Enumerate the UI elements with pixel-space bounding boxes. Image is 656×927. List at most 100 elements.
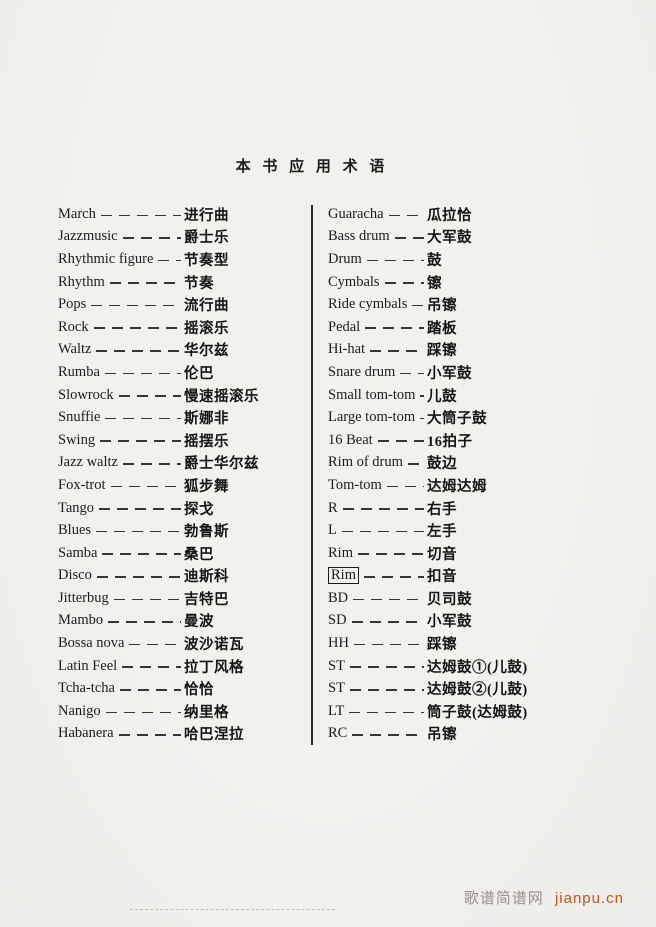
glossary-column-left: March 进行曲 Jazzmusic 爵士乐 Rhythmic figure 节奏型 Rh… [58,203,311,745]
term-english: Samba [58,544,98,561]
dash-leader-line [96,350,181,352]
term-chinese: 狐步舞 [184,478,229,495]
term-english: Tcha-tcha [58,680,115,697]
dash-leader-line [96,530,181,533]
term-en-wrap: Nanigo [58,703,184,720]
dash-leader-line [370,350,424,352]
term-en-wrap: Rhythmic figure [58,251,184,268]
glossary-row: Mambo 曼波 [58,610,311,633]
dash-leader-line [96,576,181,578]
page-title: 本 书 应 用 术 语 [235,159,389,175]
column-divider-rule [311,205,313,746]
dash-leader-line [105,417,181,420]
term-english: 16 Beat [328,431,373,448]
glossary-row: Large tom-tom 大筒子鼓 [328,406,630,429]
term-english: SD [328,612,347,629]
term-english: Tom-tom [328,476,382,493]
dash-leader-line [394,237,424,239]
dash-leader-line [377,440,424,443]
term-english: Tango [58,499,95,516]
dash-leader-line [365,327,424,330]
term-english: LT [328,702,345,719]
term-chinese: 哈巴涅拉 [184,727,244,744]
dash-leader-line [99,508,181,510]
glossary-row: Rim of drum 鼓边 [328,452,630,475]
term-chinese: 曼波 [184,614,214,631]
term-en-wrap: Snare drum [328,364,427,381]
glossary-row: R 右手 [328,497,630,520]
term-chinese: 大军鼓 [427,230,472,247]
term-english: Rock [58,318,89,335]
term-chinese: 爵士华尔兹 [184,456,259,473]
dash-leader-line [108,621,181,623]
glossary-row: Slowrock 慢速摇滚乐 [58,384,311,407]
term-en-wrap: Pedal [328,319,427,336]
dash-leader-line [412,304,424,307]
glossary-row: Bass drum 大军鼓 [328,226,630,249]
term-english: Slowrock [58,386,114,403]
glossary-row: Samba 桑巴 [58,542,311,565]
dash-leader-line [384,282,424,284]
glossary-row: 16 Beat 16拍子 [328,429,630,452]
watermark-site-url: jianpu.cn [554,890,624,907]
term-en-wrap: Disco [58,567,184,584]
glossary-row: Jazzmusic 爵士乐 [58,226,311,249]
glossary-row: Small tom-tom 儿鼓 [328,384,630,407]
term-chinese: 摇摆乐 [184,433,229,450]
term-en-wrap: Samba [58,545,184,562]
term-en-wrap: Rim of drum [328,454,427,471]
term-en-wrap: Tcha-tcha [58,680,184,697]
term-chinese: 波沙诺瓦 [184,637,244,654]
term-en-wrap: Swing [58,432,184,449]
glossary-row: L 左手 [328,519,630,542]
term-en-wrap: Rock [58,319,184,336]
term-english: Cymbals [328,273,380,290]
term-chinese: 慢速摇滚乐 [184,388,259,405]
term-english: ST [328,657,345,674]
glossary-row: Habanera 哈巴涅拉 [58,723,311,746]
glossary-row: Guaracha 瓜拉恰 [328,203,630,226]
glossary-row: Waltz 华尔兹 [58,339,311,362]
term-english: Snuffie [58,409,101,426]
term-english: Drum [328,250,362,267]
glossary-row: Rock 摇滚乐 [58,316,311,339]
term-en-wrap: Habanera [58,725,184,742]
term-english: HH [328,635,349,652]
dash-leader-line [420,395,425,397]
dash-leader-line [388,214,424,217]
term-en-wrap: Jazzmusic [58,228,184,245]
term-en-wrap: Mambo [58,612,184,629]
glossary-row: Ride cymbals 吊镲 [328,293,630,316]
term-en-wrap: Rim [328,567,427,585]
dash-leader-line [407,463,424,465]
dash-leader-line [341,530,424,533]
term-chinese: 迪斯科 [184,569,229,586]
term-english: Waltz [58,341,92,358]
dash-leader-line [119,688,181,691]
dash-leader-line [100,440,181,443]
term-en-wrap: Bossa nova [58,635,184,652]
dash-leader-line [100,214,181,217]
glossary-row: Disco 迪斯科 [58,565,311,588]
dash-leader-line [129,643,181,646]
glossary-row: Drum 鼓 [328,248,630,271]
glossary-row: Swing 摇摆乐 [58,429,311,452]
term-en-wrap: Ride cymbals [328,296,427,313]
glossary-row: Nanigo 纳里格 [58,700,311,723]
term-chinese: 16拍子 [427,433,473,450]
glossary-row: March 进行曲 [58,203,311,226]
term-chinese: 华尔兹 [184,343,229,360]
term-english: Hi-hat [328,341,366,358]
term-chinese: 吊镲 [427,727,457,744]
term-english: Habanera [58,725,114,742]
term-en-wrap: Latin Feel [58,658,184,675]
term-en-wrap: Snuffie [58,409,184,426]
term-english: Bass drum [328,228,390,245]
glossary-row: Fox-trot 狐步舞 [58,474,311,497]
glossary-row: Snuffie 斯娜非 [58,406,311,429]
term-chinese: 伦巴 [184,365,214,382]
dash-leader-line [349,666,424,668]
dash-leader-line [342,508,424,510]
glossary-row: Rhythm 节奏 [58,271,311,294]
dash-leader-line [122,666,181,668]
